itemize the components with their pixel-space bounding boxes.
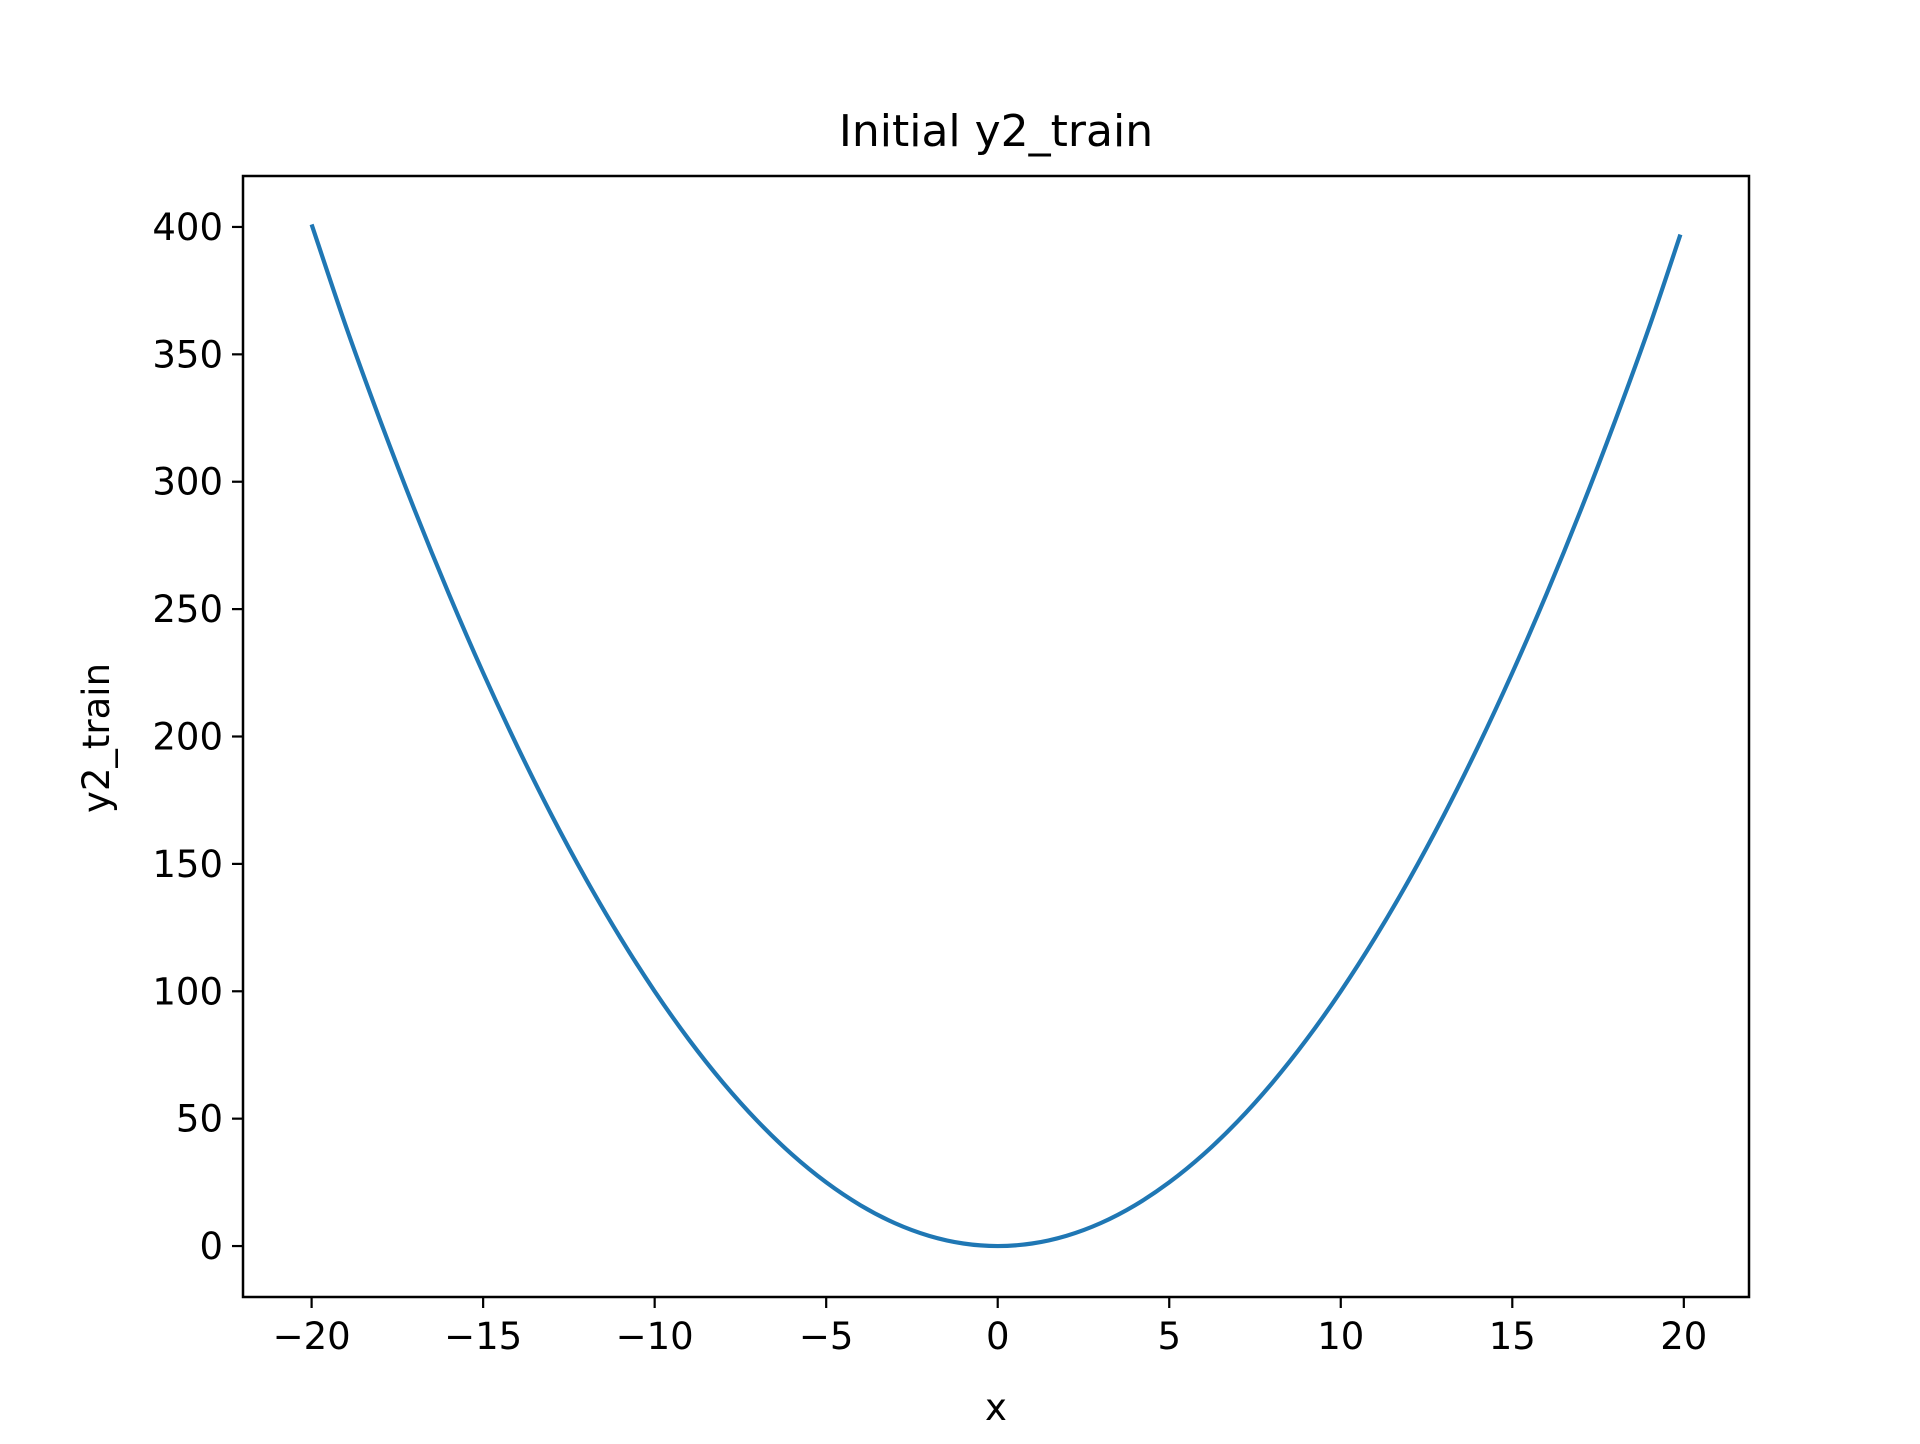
x-axis: −20 −15 −10 −5 0 5 10 15 20 <box>273 1297 1707 1358</box>
y-tick-label: 300 <box>152 461 223 504</box>
x-tick-label: 15 <box>1489 1315 1536 1358</box>
x-axis-label: x <box>985 1386 1007 1429</box>
y-tick-label: 100 <box>152 970 223 1013</box>
x-tick-label: 0 <box>986 1315 1010 1358</box>
x-tick-label: 5 <box>1157 1315 1181 1358</box>
y-tick-label: 200 <box>152 716 223 759</box>
x-tick-label: −15 <box>444 1315 522 1358</box>
x-tick-label: −5 <box>799 1315 854 1358</box>
y-tick-label: 400 <box>152 206 223 249</box>
x-tick-label: 10 <box>1317 1315 1364 1358</box>
y-tick-label: 0 <box>199 1225 223 1268</box>
x-tick-label: −20 <box>273 1315 351 1358</box>
y-axis-label: y2_train <box>75 663 118 813</box>
y-tick-label: 250 <box>152 588 223 631</box>
y-axis: 0 50 100 150 200 250 300 350 400 <box>152 206 243 1268</box>
chart-title: Initial y2_train <box>839 106 1153 157</box>
y-tick-label: 150 <box>152 843 223 886</box>
x-tick-label: −10 <box>616 1315 694 1358</box>
y-tick-label: 350 <box>152 333 223 376</box>
plot-area <box>309 223 1683 1249</box>
axes-frame <box>241 174 1751 1299</box>
y-tick-label: 50 <box>176 1098 223 1141</box>
x-tick-label: 20 <box>1660 1315 1707 1358</box>
series-line <box>309 223 1683 1249</box>
